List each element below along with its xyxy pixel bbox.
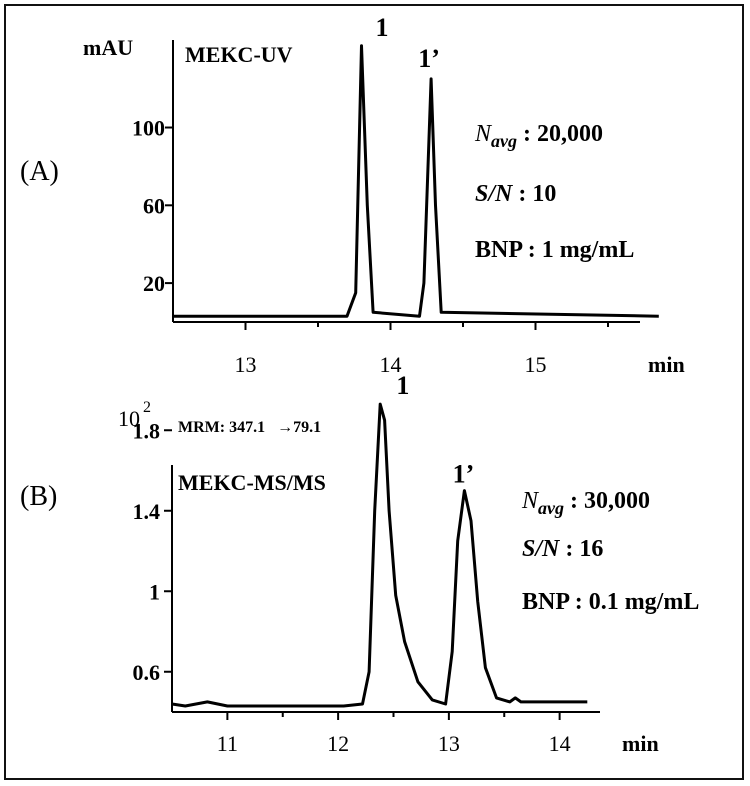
x-tick-label: 13 [438,731,460,756]
y-tick-label: 1.4 [133,499,161,524]
annotation-subscript: avg [538,498,564,518]
annotation-separator: : [517,121,537,147]
annotation-key: S/N [475,181,514,207]
x-tick-label: 14 [380,352,402,377]
y-axis-label: mAU [83,35,133,60]
x-tick-label: 12 [327,731,349,756]
chromatogram-trace [173,44,659,318]
x-axis-label: min [648,352,685,377]
annotation-key: N [474,121,493,147]
y-exponent-base: 10 [118,406,140,431]
peak-label: 1 [376,13,389,42]
mrm-arrow: → [277,419,293,436]
mrm-precursor: MRM: 347.1 [178,419,265,436]
x-tick-label: 15 [525,352,547,377]
chart-panel-a: 20 60 100 13 14 15 1 1’ MEKC-UV (A) min mAU Navg : 2… [20,13,685,377]
annotation-2: BNP : 1 mg/mL [475,237,634,263]
figure-frame [4,4,744,780]
annotation-separator: : [522,237,542,263]
annotation-separator: : [569,589,589,615]
annotation-0: Navg : 20,000 [474,121,603,151]
annotation-key: BNP [522,589,569,615]
mrm-label: MRM: 347.1 →79.1 [178,419,321,436]
panel-label: (A) [20,156,59,187]
annotation-value: 1 mg/mL [542,237,635,263]
chart-title: MEKC-MS/MS [178,470,326,495]
chart-panel-b: 0.6 1 1.4 1.8 11 12 13 14 1 1’ MEKC-MS/MS (B) min Nav… [20,371,699,756]
annotation-key: S/N [522,536,561,562]
annotation-value: 16 [579,536,603,562]
x-axis-label: min [622,731,659,756]
y-tick-label: 0.6 [133,660,161,685]
y-tick-label: 1.8 [133,418,161,443]
mrm-product: 79.1 [293,419,321,436]
y-exponent-power: 2 [143,399,151,416]
annotation-0: Navg : 30,000 [521,488,650,518]
y-tick-label: 1 [149,579,160,604]
annotation-key: BNP [475,237,522,263]
annotation-1: S/N : 10 [475,181,556,207]
annotation-subscript: avg [491,131,517,151]
annotation-1: S/N : 16 [522,536,603,562]
annotation-separator: : [559,536,579,562]
peak-label: 1’ [453,460,475,489]
annotation-value: 0.1 mg/mL [589,589,700,615]
chart-title: MEKC-UV [185,42,293,67]
y-tick-label: 60 [143,193,165,218]
annotation-2: BNP : 0.1 mg/mL [522,589,699,615]
peak-label: 1 [396,371,409,400]
annotation-key: N [521,488,540,514]
annotation-value: 10 [532,181,556,207]
y-tick-label: 100 [132,116,165,141]
annotation-separator: : [512,181,532,207]
annotation-separator: : [564,488,584,514]
annotation-value: 20,000 [537,121,603,147]
annotation-value: 30,000 [584,488,650,514]
chromatogram-trace [171,402,588,708]
peak-label: 1’ [418,44,440,73]
x-tick-label: 11 [217,731,238,756]
panel-label: (B) [20,481,57,512]
x-tick-label: 14 [549,731,571,756]
x-tick-label: 13 [235,352,257,377]
y-tick-label: 20 [143,271,165,296]
